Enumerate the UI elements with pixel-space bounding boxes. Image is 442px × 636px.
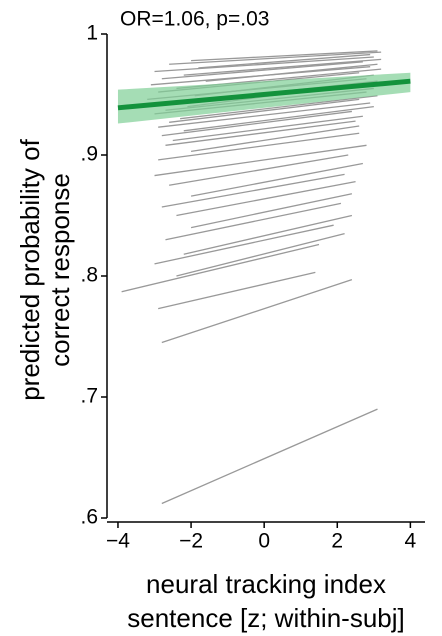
subject-line (121, 243, 320, 293)
subject-line (169, 51, 382, 65)
subject-line (158, 271, 316, 310)
x-tick-label: 4 (405, 530, 417, 553)
y-tick-label: .8 (80, 264, 98, 287)
subject-line (190, 125, 360, 153)
subject-line (180, 95, 378, 120)
x-tick-label: −4 (106, 530, 130, 553)
subject-line (190, 193, 353, 229)
subject-line (183, 58, 382, 76)
x-tick-label: 0 (258, 530, 270, 553)
subject-line (161, 408, 378, 505)
subject-line (169, 154, 349, 186)
x-axis-label: neural tracking index (146, 569, 386, 599)
subject-line (158, 132, 360, 161)
subject-line (183, 105, 374, 132)
x-tick-label: 2 (331, 530, 343, 553)
subject-line (198, 53, 371, 69)
subject-line (165, 120, 356, 146)
subject-line (183, 214, 353, 255)
x-tick-label: −2 (179, 530, 203, 553)
y-tick-label: 1 (86, 22, 98, 45)
y-axis-label: predicted probability of (15, 138, 45, 400)
y-tick-label: .7 (80, 385, 98, 408)
annotation: OR=1.06, p=.03 (120, 8, 269, 31)
subject-line (191, 50, 378, 62)
subject-line (169, 98, 360, 123)
subject-line (176, 180, 356, 217)
y-tick-label: .9 (80, 143, 98, 166)
subject-line (158, 102, 371, 128)
x-axis-label: sentence [z; within-subj] (127, 603, 404, 633)
subject-line (176, 233, 345, 277)
subject-line (161, 110, 352, 137)
subject-line (165, 202, 342, 241)
y-axis-label: correct response (45, 173, 75, 367)
subject-line (154, 144, 367, 177)
subject-line (154, 224, 334, 265)
subject-line (190, 162, 363, 197)
subject-line (161, 279, 353, 344)
y-tick-label: .6 (80, 506, 98, 529)
mean-line (117, 78, 411, 111)
subject-line (154, 56, 374, 73)
subject-line (161, 173, 345, 208)
subject-line (150, 66, 371, 86)
subject-line (172, 115, 363, 142)
subject-line (161, 61, 363, 80)
